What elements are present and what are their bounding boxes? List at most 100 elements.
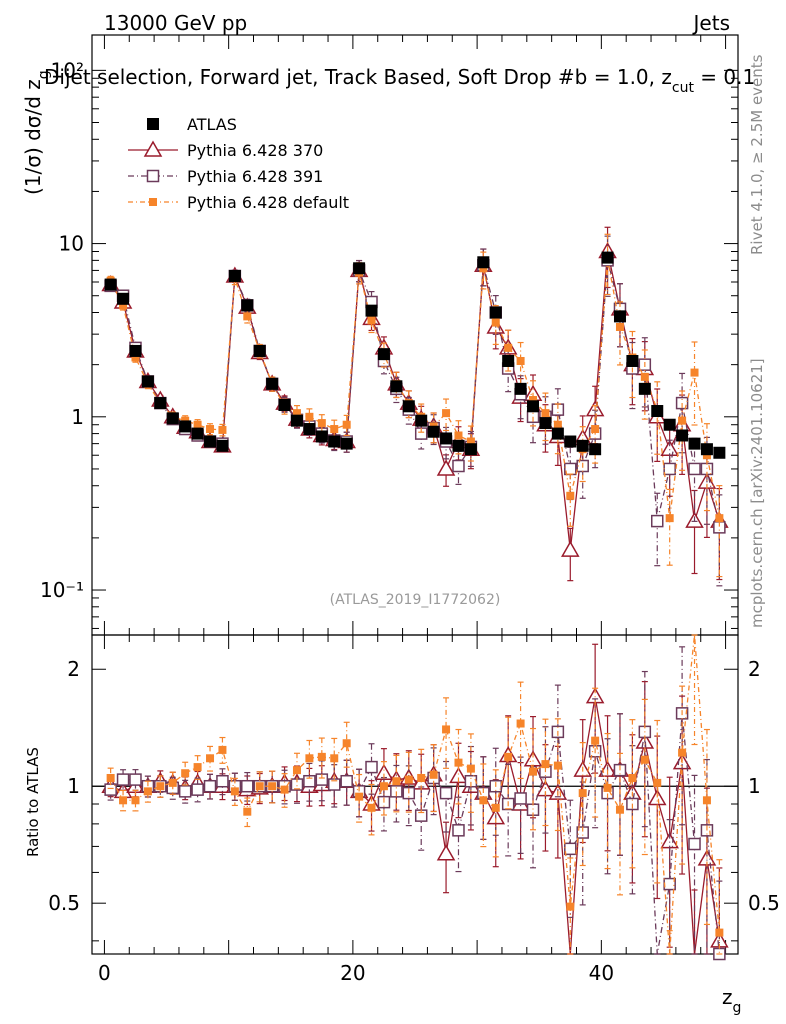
data-point-0 (303, 423, 316, 436)
legend-label: Pythia 6.428 default (187, 193, 349, 212)
data-point-3 (330, 425, 339, 434)
ratio-point-2 (191, 783, 204, 796)
data-point-0 (477, 256, 490, 269)
data-point-0 (700, 443, 713, 456)
x-tick-label: 40 (589, 961, 614, 985)
data-point-2 (663, 462, 676, 476)
data-point-0 (377, 348, 390, 361)
ratio-point-3 (230, 787, 239, 796)
ratio-point-3 (640, 755, 649, 764)
x-tick-label: 0 (98, 961, 111, 985)
data-point-3 (342, 420, 351, 429)
data-point-3 (317, 419, 326, 428)
data-point-0 (589, 443, 602, 456)
ratio-point-2 (203, 779, 217, 793)
ratio-point-3 (379, 782, 388, 791)
y-tick-label-ratio-right: 0.5 (748, 891, 780, 915)
data-point-3 (529, 396, 538, 405)
ratio-point-3 (131, 796, 140, 805)
data-point-0 (328, 435, 341, 448)
ratio-point-3 (541, 760, 550, 769)
ratio-point-3 (106, 773, 115, 782)
ratio-point-3 (553, 761, 562, 770)
ratio-point-3 (143, 787, 152, 796)
data-point-0 (278, 398, 291, 411)
legend: ATLAS Pythia 6.428 370 Pythia 6.428 391 Pyt… (128, 115, 349, 212)
data-point-0 (353, 262, 366, 275)
data-point-3 (566, 491, 575, 500)
ratio-point-3 (392, 777, 401, 786)
x-tick-label: 20 (340, 961, 365, 985)
data-point-0 (179, 420, 192, 433)
data-point-0 (216, 439, 229, 452)
data-point-3 (516, 356, 525, 365)
data-point-0 (427, 425, 440, 438)
ratio-point-3 (466, 764, 475, 773)
data-point-0 (290, 414, 303, 427)
data-point-0 (663, 418, 676, 431)
y-tick-label-main: 10 (59, 232, 84, 256)
ratio-point-3 (504, 752, 513, 761)
y-tick-label-main: 10⁻¹ (40, 578, 84, 602)
y-tick-label-ratio-right: 1 (748, 774, 761, 798)
data-point-0 (489, 306, 502, 319)
data-point-1 (560, 540, 580, 557)
ratio-point-3 (218, 745, 227, 754)
data-point-0 (166, 412, 179, 425)
data-point-0 (551, 427, 564, 440)
y-tick-label-ratio-right: 2 (748, 657, 761, 681)
legend-marker (146, 169, 160, 183)
ratio-point-2 (178, 785, 192, 798)
y-axis-label-main: (1/σ) dσ/d zg (21, 70, 52, 195)
ratio-point-3 (305, 754, 314, 763)
data-point-3 (678, 416, 687, 425)
data-point-3 (243, 312, 252, 321)
data-point-0 (626, 354, 639, 367)
ratio-point-3 (193, 763, 202, 772)
data-point-3 (442, 409, 451, 418)
ratio-point-2 (340, 774, 353, 788)
y-tick-label-ratio-left: 2 (67, 657, 80, 681)
data-point-0 (576, 439, 589, 452)
ratio-point-2 (439, 786, 453, 800)
ratio-plot-frame (91, 634, 739, 955)
data-point-0 (440, 432, 453, 445)
ratio-point-3 (479, 796, 488, 805)
data-point-3 (491, 318, 500, 327)
ratio-point-3 (529, 767, 538, 776)
x-axis-label: zg (722, 985, 741, 1016)
data-point-0 (601, 251, 614, 264)
legend-label: ATLAS (187, 115, 237, 134)
data-point-3 (715, 514, 724, 523)
data-point-0 (204, 435, 217, 448)
series-line-3 (110, 258, 721, 519)
ratio-point-3 (181, 769, 190, 778)
ratio-point-3 (702, 796, 711, 805)
data-point-3 (367, 316, 376, 325)
legend-label: Pythia 6.428 391 (187, 167, 323, 186)
data-point-3 (702, 451, 711, 460)
ratio-point-3 (615, 805, 624, 814)
ratio-point-1 (436, 844, 456, 861)
legend-label: Pythia 6.428 370 (187, 141, 323, 160)
data-point-3 (479, 264, 488, 273)
ratio-point-3 (603, 783, 612, 792)
analysis-id: (ATLAS_2019_I1772062) (330, 592, 501, 608)
data-point-0 (154, 397, 167, 410)
data-point-0 (676, 429, 689, 442)
data-point-3 (193, 420, 202, 429)
data-point-3 (591, 425, 600, 434)
legend-marker (149, 198, 157, 206)
data-point-0 (253, 344, 266, 357)
data-point-3 (640, 372, 649, 381)
data-point-0 (713, 446, 726, 459)
data-point-2 (651, 514, 664, 528)
data-point-3 (553, 420, 562, 429)
ratio-point-3 (330, 754, 339, 763)
ratio-point-3 (454, 758, 463, 767)
data-point-0 (452, 439, 465, 452)
header-energy: 13000 GeV pp (104, 11, 247, 35)
